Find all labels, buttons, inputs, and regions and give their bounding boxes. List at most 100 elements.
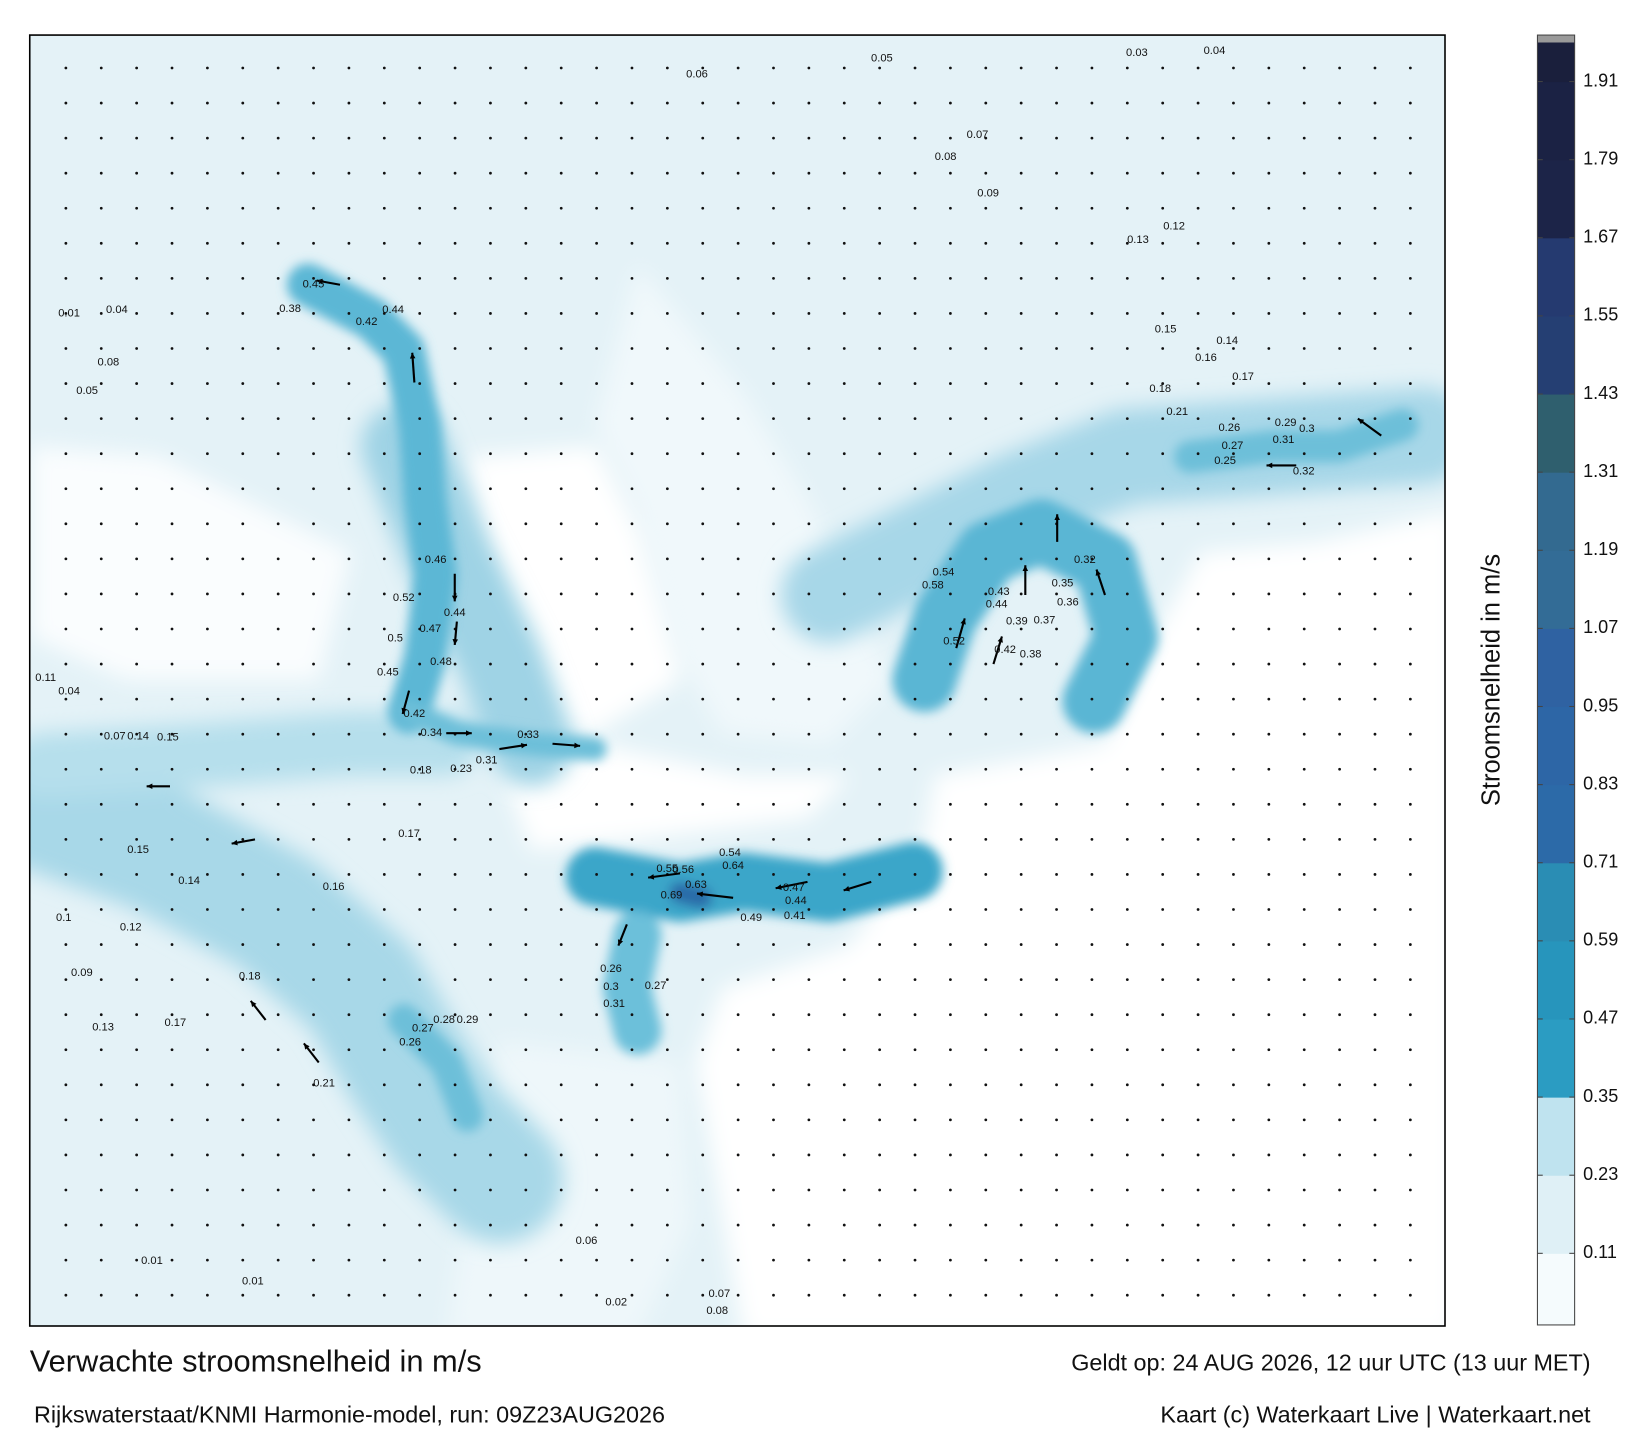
value-label: 0.17 [1232,371,1254,383]
vector-dot [878,837,882,841]
vector-dot [170,978,174,982]
vector-dot [1125,557,1129,561]
vector-dot [347,312,351,315]
vector-dot [347,136,351,140]
vector-dot [949,382,952,385]
value-label: 0.09 [977,187,999,199]
vector-dot [949,908,952,911]
vector-dot [1090,662,1094,666]
vector-dot [1055,101,1058,105]
arrow-head [1095,569,1101,576]
vector-dot [630,66,634,70]
vector-dot [1019,943,1023,946]
vector-dot [772,241,775,245]
vector-dot [1090,452,1094,456]
vector-dot [241,347,245,350]
value-label: 0.31 [1273,434,1295,446]
vector-dot [630,592,634,596]
vector-dot [984,908,988,911]
vector-dot [1338,697,1341,701]
vector-dot [1055,312,1058,315]
colorbar-band [1537,1097,1575,1176]
vector-dot [453,66,457,70]
arrow-head [401,707,407,714]
vector-dot [1408,347,1412,350]
vector-dot [489,1013,492,1017]
vector-dot [984,978,988,982]
vector-dot [630,943,634,946]
colorbar-cap [1537,35,1575,43]
vector-dot [1196,1188,1200,1192]
vector-dot [489,171,492,175]
vector-dot [418,662,422,666]
vector-dot [736,382,740,385]
vector-dot [1090,697,1094,701]
vector-dot [382,662,386,666]
vector-dot [1267,627,1271,631]
vector-dot [64,1293,68,1297]
vector-dot [595,1048,598,1052]
vector-dot [665,66,669,70]
vector-dot [1196,1153,1200,1157]
vector-dot [630,1293,634,1297]
vector-dot [99,802,103,806]
value-label: 0.12 [120,922,142,934]
vector-dot [276,206,280,210]
vector-dot [312,943,315,946]
vector-dot [807,697,811,701]
vector-dot [665,1083,669,1087]
vector-dot [64,1083,68,1087]
vector-dot [559,1153,563,1157]
vector-dot [1267,732,1271,736]
value-labels: 0.450.440.380.420.460.520.50.470.440.480… [35,45,1314,1317]
value-label: 0.56 [672,864,694,876]
vector-dot [1232,1223,1235,1227]
vector-dot [1019,557,1023,561]
vector-dot [347,873,351,876]
vector-dot [595,382,598,385]
vector-dot [701,732,705,736]
vector-dot [701,627,705,631]
vector-dot [453,171,457,175]
vector-dot [241,241,245,245]
vector-dot [772,978,775,982]
vector-dot [135,1293,139,1297]
vector-dot [1019,276,1023,280]
vector-dot [64,101,68,105]
vector-dot [206,1223,209,1227]
vector-dot [559,276,563,280]
vector-dot [1125,802,1129,806]
vector-dot [347,347,351,350]
vector-dot [878,206,882,210]
vector-dot [1302,873,1306,876]
vector-dot [1408,1223,1412,1227]
vector-dot [241,522,245,526]
vector-dot [913,662,917,666]
value-label: 0.58 [922,579,944,591]
vector-dot [1196,662,1200,666]
map-title: Verwachte stroomsnelheid in m/s [30,1343,482,1378]
vector-dot [1019,382,1023,385]
vector-dot [489,136,492,140]
vector-dot [1373,66,1377,70]
vector-dot [1125,1223,1129,1227]
vector-dot [595,452,598,456]
colorbar-band [1537,1018,1575,1098]
vector-dot [1090,592,1094,596]
vector-dot [1055,206,1058,210]
vector-dot [842,697,846,701]
vector-dot [135,276,139,280]
vector-dot [206,417,209,421]
vector-dot [878,908,882,911]
value-label: 0.1 [56,912,72,924]
vector-dot [1055,171,1058,175]
vector-dot [99,908,103,911]
vector-dot [878,978,882,982]
arrow-head [303,1043,310,1050]
vector-dot [99,522,103,526]
vector-dot [1055,1258,1058,1262]
vector-dot [1055,136,1058,140]
vector-dot [170,136,174,140]
vector-dot [701,943,705,946]
vector-dot [489,522,492,526]
